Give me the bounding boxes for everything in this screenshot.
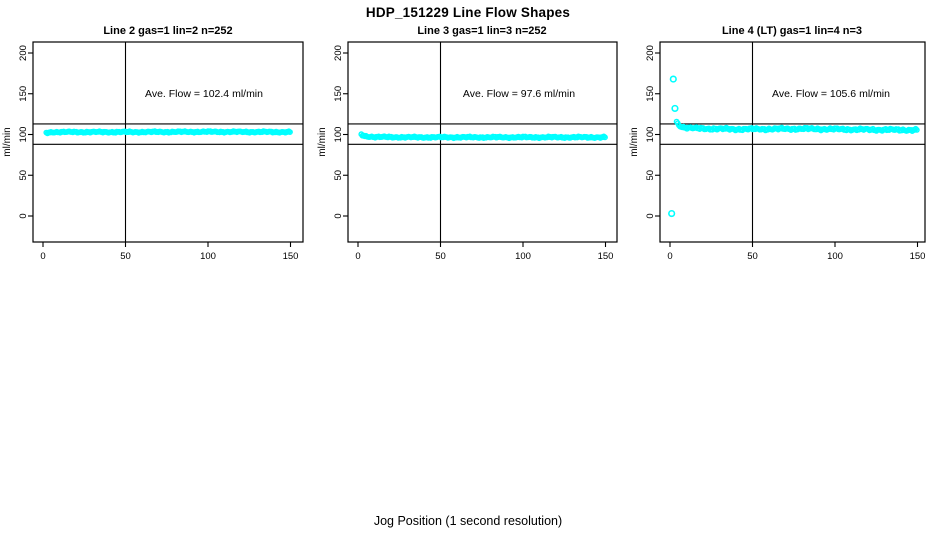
svg-text:50: 50 [645,170,656,181]
svg-text:150: 150 [333,86,344,102]
svg-text:200: 200 [18,45,29,61]
svg-text:150: 150 [18,86,29,102]
svg-text:100: 100 [827,251,843,262]
svg-text:0: 0 [18,213,29,218]
svg-text:200: 200 [645,45,656,61]
svg-text:0: 0 [667,251,672,262]
panel-line4-ylabel: ml/min [629,127,640,156]
svg-text:50: 50 [333,170,344,181]
panel-line2-plot-area: 0 50 100 150 200 0 50 100 150 [18,41,304,262]
svg-text:100: 100 [200,251,216,262]
svg-text:50: 50 [18,170,29,181]
panel-line2-title: Line 2 gas=1 lin=2 n=252 [103,25,232,37]
panel-line4-title: Line 4 (LT) gas=1 lin=4 n=3 [722,25,862,37]
panel-line4-plot-area: 0 50 100 150 200 0 50 100 150 [645,41,926,262]
svg-text:100: 100 [18,127,29,143]
svg-text:150: 150 [910,251,926,262]
svg-text:100: 100 [515,251,531,262]
svg-text:0: 0 [645,213,656,218]
svg-text:100: 100 [645,127,656,143]
panel-line2-ave-flow-annotation: Ave. Flow = 102.4 ml/min [145,88,263,100]
svg-text:50: 50 [120,251,131,262]
svg-text:100: 100 [333,127,344,143]
svg-text:200: 200 [333,45,344,61]
panel-line2-plot: Line 2 gas=1 lin=2 n=252 ml/min Ave. Flo… [2,25,304,262]
svg-text:50: 50 [747,251,758,262]
chart-main-title: HDP_151229 Line Flow Shapes [365,5,571,20]
svg-text:0: 0 [333,213,344,218]
panel-line3-ave-flow-annotation: Ave. Flow = 97.6 ml/min [463,88,575,100]
panel-line4-plot: Line 4 (LT) gas=1 lin=4 n=3 ml/min Ave. … [629,25,926,262]
chart-x-axis-label: Jog Position (1 second resolution) [373,514,563,528]
panel-line2-ylabel: ml/min [2,127,13,156]
svg-text:50: 50 [435,251,446,262]
svg-text:150: 150 [645,86,656,102]
panel-line3-plot: Line 3 gas=1 lin=3 n=252 ml/min Ave. Flo… [317,25,618,262]
panel-line4-ave-flow-annotation: Ave. Flow = 105.6 ml/min [772,88,890,100]
panel-line3-plot-area: 0 50 100 150 200 0 50 100 150 [333,41,618,262]
svg-text:0: 0 [40,251,45,262]
svg-text:150: 150 [283,251,299,262]
panel-line3-ylabel: ml/min [317,127,328,156]
panel-line3-title: Line 3 gas=1 lin=3 n=252 [417,25,546,37]
svg-text:0: 0 [355,251,360,262]
svg-text:150: 150 [598,251,614,262]
